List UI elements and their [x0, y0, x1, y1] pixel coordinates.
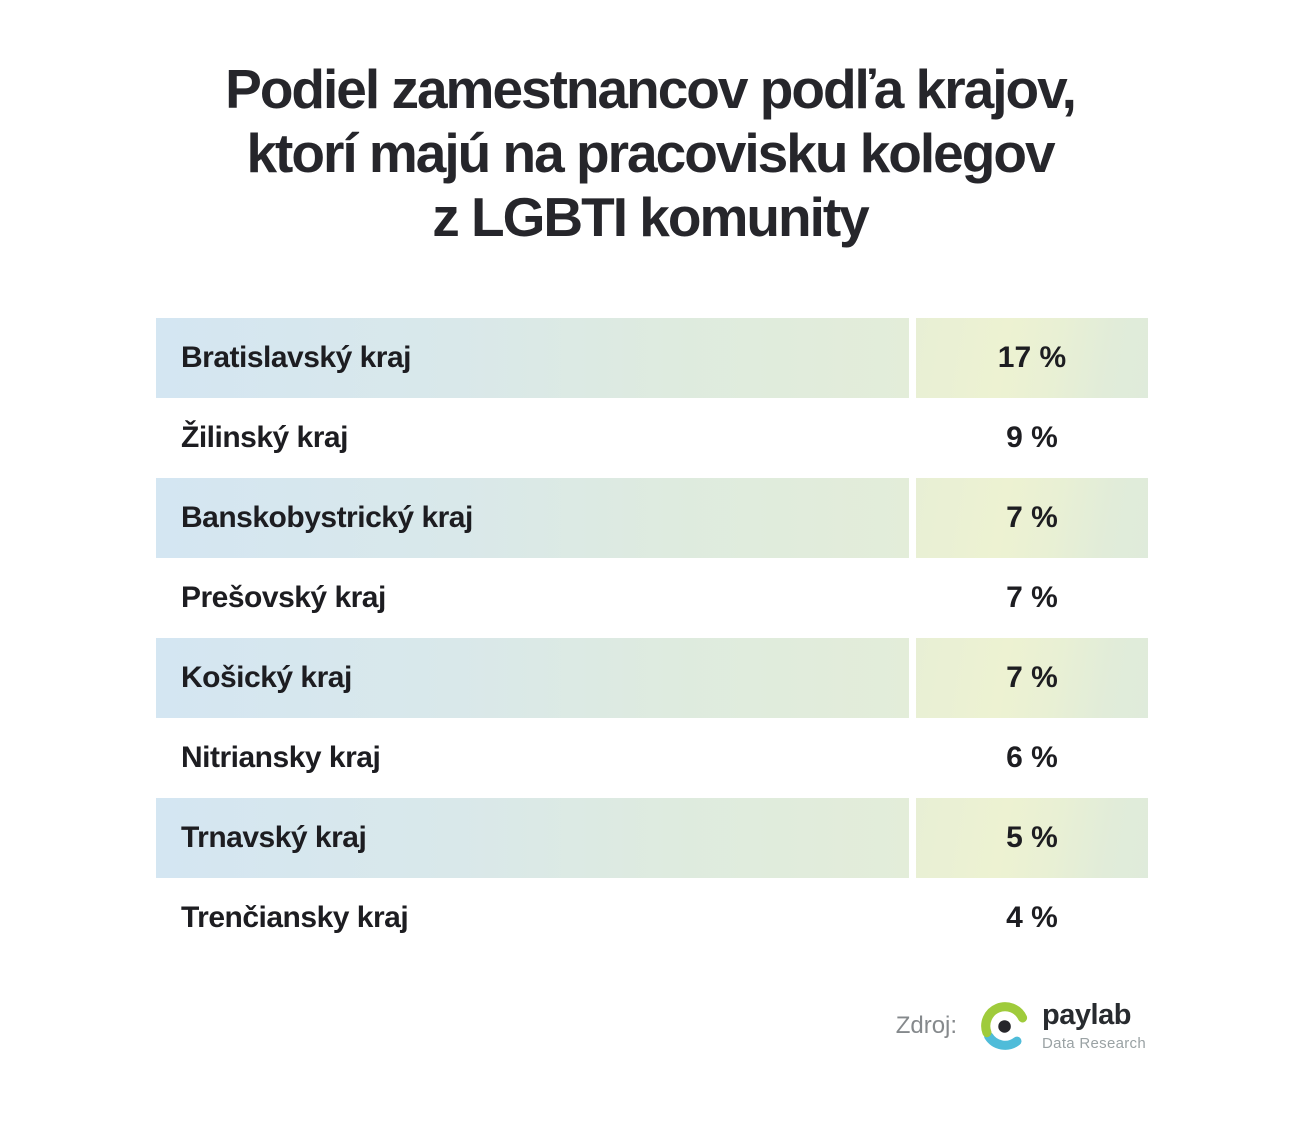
table-row: Banskobystrický kraj 7 % [156, 478, 1148, 558]
region-value: 4 % [1006, 901, 1058, 934]
region-label: Banskobystrický kraj [156, 478, 909, 558]
chart-title-line-3: z LGBTI komunity [432, 186, 870, 248]
region-label: Žilinský kraj [181, 421, 348, 454]
source-label: Zdroj: [895, 1012, 958, 1039]
table-row: Košický kraj 7 % [156, 638, 1148, 718]
region-label: Trnavský kraj [156, 798, 909, 878]
column-divider [909, 478, 916, 558]
table-row: Nitriansky kraj 6 % [156, 718, 1148, 798]
column-divider [909, 878, 916, 958]
chart-title-line-2: ktorí majú na pracovisku kolegov [246, 122, 1055, 184]
brand-tagline: Data Research [1042, 1034, 1146, 1052]
region-value: 7 % [916, 638, 1148, 718]
column-divider [909, 798, 916, 878]
region-value: 6 % [1006, 741, 1058, 774]
table-row: Trnavský kraj 5 % [156, 798, 1148, 878]
chart-title-line-1: Podiel zamestnancov podľa krajov, [225, 58, 1077, 120]
table-row: Bratislavský kraj 17 % [156, 318, 1148, 398]
brand-name: paylab [1042, 998, 1131, 1031]
region-label: Bratislavský kraj [156, 318, 909, 398]
column-divider [909, 558, 916, 638]
region-label: Nitriansky kraj [181, 741, 381, 774]
region-value: 17 % [916, 318, 1148, 398]
paylab-ring-icon [979, 997, 1033, 1055]
region-value: 5 % [916, 798, 1148, 878]
table-row: Prešovský kraj 7 % [156, 558, 1148, 638]
region-label: Košický kraj [156, 638, 909, 718]
column-divider [909, 638, 916, 718]
column-divider [909, 718, 916, 798]
region-label: Prešovský kraj [181, 581, 386, 614]
chart-title: Podiel zamestnancov podľa krajov, ktorí … [0, 57, 1300, 249]
region-table: Bratislavský kraj 17 % Žilinský kraj 9 %… [156, 318, 1148, 958]
brand-block: paylab Data Research [1042, 998, 1146, 1052]
region-value: 7 % [916, 478, 1148, 558]
region-label: Trenčiansky kraj [181, 901, 409, 934]
table-row: Trenčiansky kraj 4 % [156, 878, 1148, 958]
source-footer: Zdroj: paylab Data Research [896, 997, 1146, 1055]
table-row: Žilinský kraj 9 % [156, 398, 1148, 478]
column-divider [909, 398, 916, 478]
region-value: 9 % [1006, 421, 1058, 454]
region-value: 7 % [1006, 581, 1058, 614]
column-divider [909, 318, 916, 398]
